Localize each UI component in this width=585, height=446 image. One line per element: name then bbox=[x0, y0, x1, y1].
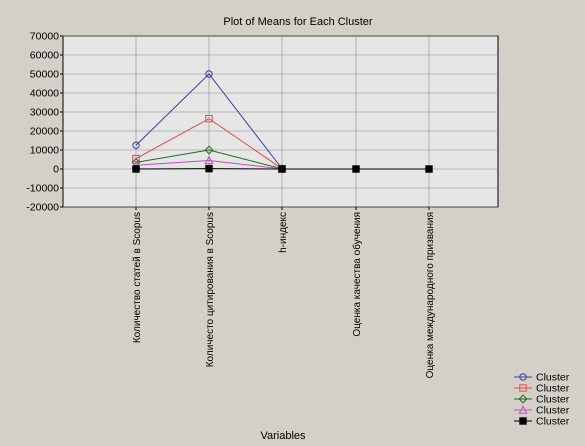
y-tick-label: 70000 bbox=[30, 31, 59, 43]
legend-label: Cluster bbox=[536, 416, 570, 428]
data-point bbox=[133, 166, 139, 172]
data-point bbox=[520, 418, 526, 424]
y-tick-label: -10000 bbox=[26, 183, 59, 195]
y-tick-label: 50000 bbox=[30, 69, 59, 81]
y-tick-label: 40000 bbox=[30, 88, 59, 100]
x-tick-label: Количесто цитирования в Scopus bbox=[205, 212, 216, 367]
data-point bbox=[279, 166, 285, 172]
plot-area bbox=[63, 36, 498, 207]
y-tick-label: 10000 bbox=[30, 145, 59, 157]
y-tick-label: -20000 bbox=[26, 202, 59, 214]
chart-title: Plot of Means for Each Cluster bbox=[223, 16, 373, 28]
data-point bbox=[206, 165, 212, 171]
y-tick-label: 60000 bbox=[30, 50, 59, 62]
x-tick-label: Оценка качества обучения bbox=[351, 212, 363, 337]
x-tick-label: h-индекс bbox=[278, 212, 289, 253]
y-tick-label: 0 bbox=[53, 164, 59, 176]
data-point bbox=[426, 166, 432, 172]
y-tick-label: 30000 bbox=[30, 107, 59, 119]
x-axis-label: Variables bbox=[260, 430, 306, 441]
x-tick-label: Количество статей в Scopus bbox=[132, 212, 143, 343]
y-tick-label: 20000 bbox=[30, 126, 59, 138]
data-point bbox=[353, 166, 359, 172]
x-tick-label: Оценка международного призвания bbox=[425, 212, 436, 378]
